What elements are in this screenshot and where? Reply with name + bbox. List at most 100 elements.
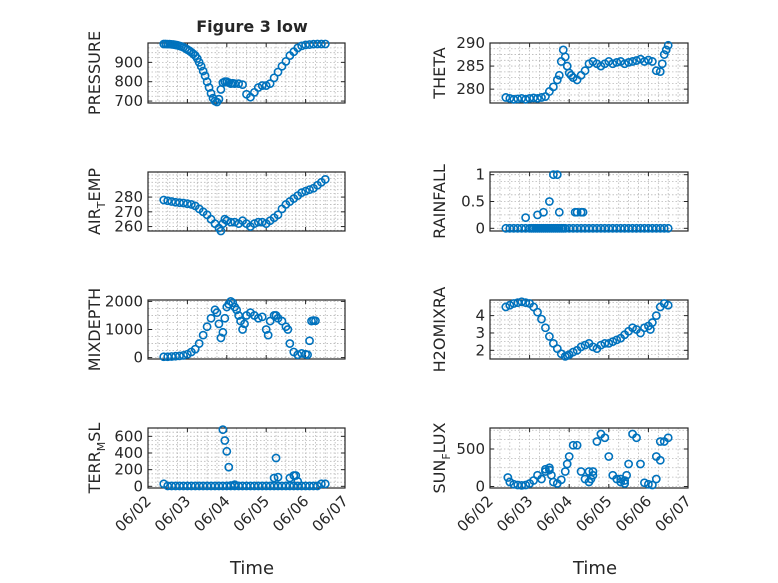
data-point (214, 94, 224, 104)
y-axis-label-part: EMP (85, 168, 104, 202)
subplot-6: 234 H2OMIXRA (430, 287, 689, 373)
data-point (281, 56, 291, 66)
data-point (552, 170, 562, 180)
data-point (285, 339, 295, 348)
x-tick-label: 06/06 (269, 492, 312, 535)
data-point (277, 61, 287, 71)
data-point (572, 440, 582, 450)
data-point (230, 217, 240, 227)
y-axis-label: H2OMIXRA (430, 287, 449, 373)
data-point (249, 219, 259, 229)
data-point (655, 437, 665, 446)
data-point (186, 200, 196, 209)
y-tick-label: 1 (475, 166, 485, 184)
data-point (320, 39, 330, 49)
data-point (657, 59, 667, 69)
data-point (521, 213, 531, 222)
y-tick-label: 200 (114, 461, 143, 479)
x-tick-label: 06/03 (493, 492, 536, 535)
x-tick-label: 06/05 (230, 492, 273, 535)
data-point (644, 479, 653, 489)
data-point (309, 481, 318, 491)
data-point (552, 75, 562, 85)
y-tick-label: 4 (475, 307, 485, 325)
data-point (632, 56, 641, 65)
data-point (261, 325, 271, 334)
data-point (175, 351, 184, 361)
data-point (320, 174, 330, 184)
data-point (257, 81, 267, 90)
data-point (283, 325, 293, 334)
data-point (204, 83, 214, 92)
y-tick-label: 270 (114, 203, 143, 221)
data-point (533, 307, 542, 317)
data-point (517, 480, 527, 490)
y-tick-label: 500 (456, 440, 485, 458)
y-tick-label: 290 (456, 34, 485, 52)
y-tick-label: 280 (114, 188, 143, 206)
data-point (663, 300, 673, 310)
data-point (622, 470, 632, 480)
data-point (297, 348, 307, 358)
y-tick-label: 260 (114, 218, 143, 236)
data-point (224, 462, 234, 472)
data-point (545, 332, 554, 341)
data-point (198, 330, 208, 340)
data-point (560, 467, 570, 476)
data-point (548, 170, 558, 180)
data-point (632, 433, 641, 443)
subplot-4: 0 0.5 1 RAINFALL (430, 164, 689, 239)
y-tick-label: 1000 (105, 321, 143, 339)
data-point (545, 465, 554, 475)
data-point (220, 436, 230, 445)
data-point (628, 57, 637, 66)
y-tick-label: 800 (114, 73, 143, 91)
data-point (647, 57, 657, 66)
subplot-8: 06/0206/0306/0406/0506/0606/070500SUNFLU… (430, 422, 695, 535)
data-point (226, 217, 236, 227)
data-point (253, 313, 263, 323)
axes-frame (489, 42, 689, 104)
data-point (659, 223, 669, 233)
data-point (558, 45, 568, 55)
data-point (240, 319, 249, 329)
x-tick-label: 06/07 (309, 492, 352, 535)
data-point (297, 188, 307, 198)
data-point (509, 299, 519, 308)
data-point (537, 314, 546, 324)
data-point (509, 479, 519, 489)
x-axis-label-right: Time (572, 558, 617, 579)
data-point (501, 93, 511, 102)
data-point (663, 223, 673, 233)
data-point (600, 338, 610, 348)
data-point (576, 467, 586, 476)
data-point (218, 425, 228, 435)
data-point (214, 319, 224, 329)
data-point (200, 71, 210, 81)
data-point (545, 197, 554, 206)
y-axis-label-subscript: T (95, 201, 108, 209)
data-point (533, 93, 542, 103)
data-point (537, 93, 546, 102)
y-axis-label: TERRMSL (85, 423, 108, 495)
y-axis-label-part: SUN (430, 460, 449, 494)
data-point (269, 73, 279, 83)
data-point (249, 87, 259, 97)
axes-frame (489, 299, 689, 360)
y-axis-label-subscript: F (440, 453, 453, 459)
data-point (564, 452, 574, 461)
data-point (212, 308, 222, 318)
data-point (647, 318, 657, 327)
data-point (257, 312, 267, 322)
data-point (592, 437, 602, 446)
data-point (554, 207, 564, 217)
data-point (604, 452, 614, 461)
data-point (234, 79, 244, 89)
data-point (311, 316, 320, 326)
data-point (539, 207, 548, 217)
x-tick-label: 06/02 (112, 492, 155, 535)
data-point (612, 57, 622, 67)
